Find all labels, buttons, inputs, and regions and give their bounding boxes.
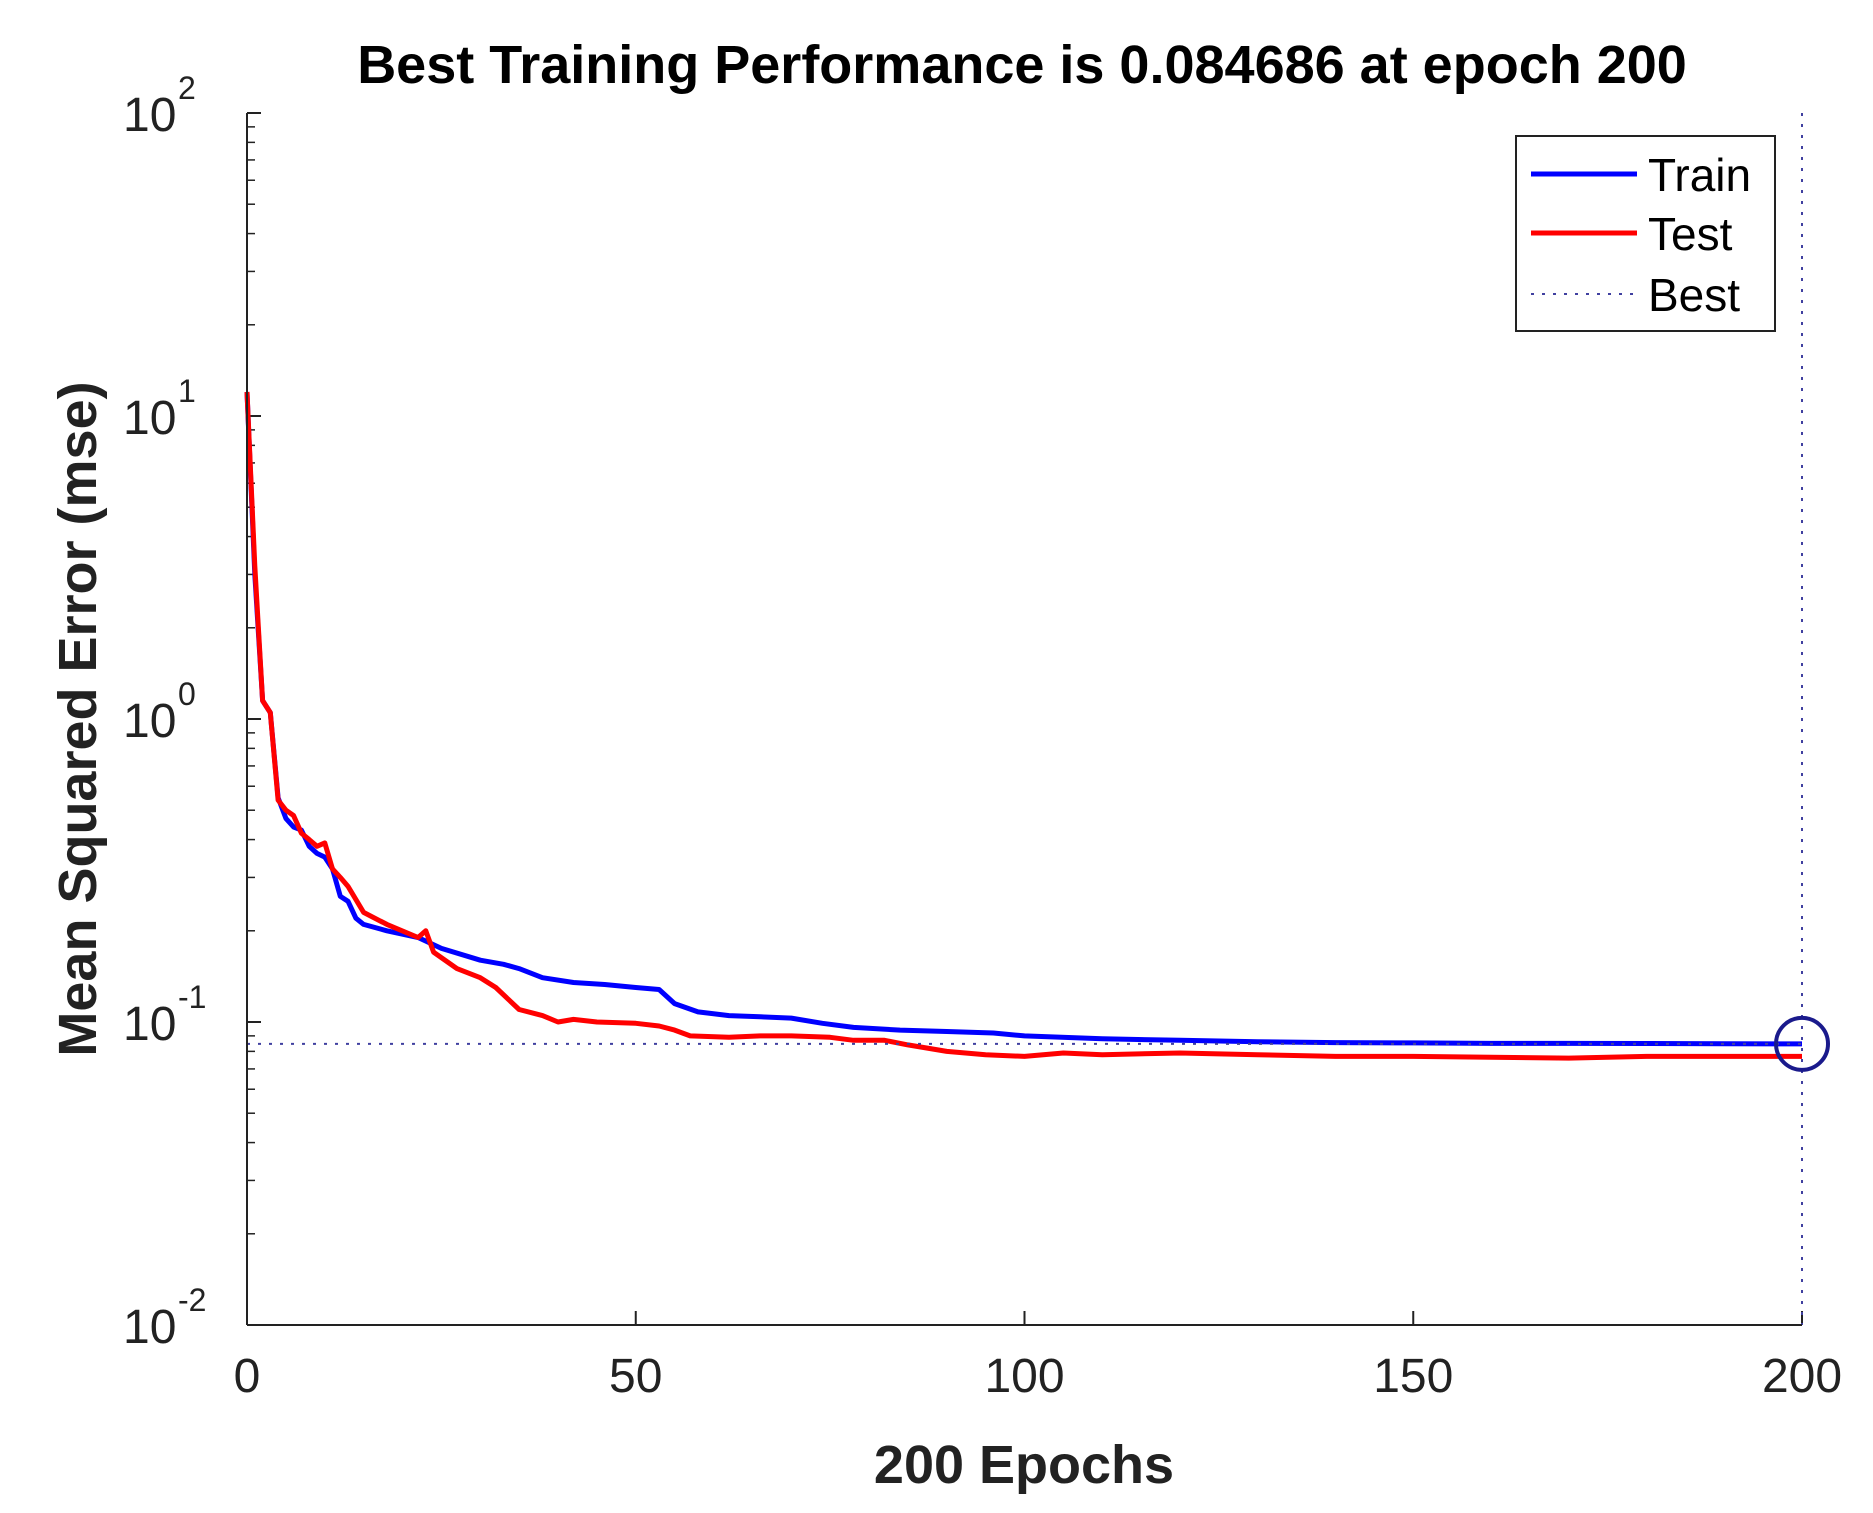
best-indicator xyxy=(247,113,1803,1325)
x-tick-label: 0 xyxy=(234,1350,261,1403)
y-tick-label-base: 10 xyxy=(123,998,176,1051)
legend-train-label: Train xyxy=(1648,149,1751,201)
y-tick-label-exponent: 1 xyxy=(178,373,196,409)
y-tick-label-exponent: -1 xyxy=(178,979,206,1015)
y-tick-label-exponent: 2 xyxy=(178,70,196,106)
x-tick-label: 150 xyxy=(1373,1350,1453,1403)
x-tick-label: 100 xyxy=(984,1350,1064,1403)
x-tick-labels: 0 50 100 150 200 xyxy=(234,1350,1842,1403)
y-tick-label-exponent: 0 xyxy=(178,676,196,712)
y-tick-label-base: 10 xyxy=(123,695,176,748)
series-test-line xyxy=(244,391,1802,1061)
y-tick-label-base: 10 xyxy=(123,89,176,142)
legend-test-label: Test xyxy=(1648,208,1733,260)
legend-best-label: Best xyxy=(1648,269,1740,321)
y-tick-label-base: 10 xyxy=(123,1301,176,1354)
y-tick-label: 10-1 xyxy=(123,979,206,1051)
series-train-line xyxy=(244,391,1803,1047)
y-tick-label: 10-2 xyxy=(123,1282,206,1354)
x-axis-label: 200 Epochs xyxy=(874,1435,1174,1495)
chart-title: Best Training Performance is 0.084686 at… xyxy=(357,35,1687,95)
axis-ticks xyxy=(246,112,1803,1326)
y-tick-label: 100 xyxy=(123,676,196,748)
y-tick-label: 101 xyxy=(123,373,196,445)
y-axis-label: Mean Squared Error (mse) xyxy=(48,381,108,1056)
best-marker-circle xyxy=(1774,1015,1830,1072)
y-tick-label: 102 xyxy=(123,70,196,142)
series-layer xyxy=(244,391,1803,1061)
y-tick-label-base: 10 xyxy=(123,392,176,445)
y-tick-label-exponent: -2 xyxy=(178,1282,206,1318)
x-tick-label: 200 xyxy=(1762,1350,1842,1403)
legend: Train Test Best xyxy=(1515,135,1776,332)
x-tick-label: 50 xyxy=(609,1350,662,1403)
